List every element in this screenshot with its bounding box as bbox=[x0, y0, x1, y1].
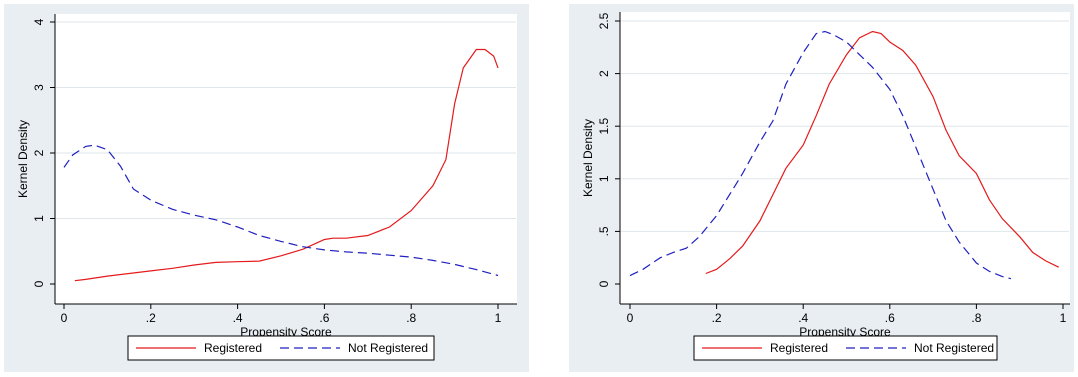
y-tick-label: 4 bbox=[32, 18, 46, 25]
legend-label: Registered bbox=[770, 341, 828, 355]
y-axis-label: Kernel Density bbox=[16, 120, 30, 198]
x-tick-label: 1 bbox=[495, 311, 502, 325]
x-tick-label: .6 bbox=[885, 311, 895, 325]
y-tick-label: .5 bbox=[597, 226, 611, 236]
series-line-registered bbox=[705, 30, 1059, 275]
plot-area bbox=[55, 14, 517, 304]
x-tick-label: .6 bbox=[319, 311, 329, 325]
x-tick-label: .2 bbox=[146, 311, 156, 325]
y-tick-label: 1 bbox=[32, 215, 46, 222]
legend: Registered Not Registered bbox=[693, 335, 998, 361]
x-tick-label: .8 bbox=[406, 311, 416, 325]
series-line-registered bbox=[74, 48, 499, 282]
x-tick-label: 0 bbox=[627, 311, 634, 325]
y-tick-label: 2.5 bbox=[597, 12, 611, 29]
y-tick-label: 0 bbox=[32, 280, 46, 287]
legend-label: Not Registered bbox=[348, 341, 428, 355]
y-tick-label: 1 bbox=[597, 175, 611, 182]
legend-box bbox=[693, 335, 998, 361]
y-tick-label: 1.5 bbox=[597, 118, 611, 135]
x-tick-label: .8 bbox=[971, 311, 981, 325]
legend-label: Registered bbox=[204, 341, 262, 355]
x-tick-label: .2 bbox=[712, 311, 722, 325]
y-tick-label: 2 bbox=[597, 70, 611, 77]
y-tick-label: 0 bbox=[597, 280, 611, 287]
x-tick-label: .4 bbox=[798, 311, 808, 325]
series-line-not-registered bbox=[63, 144, 499, 277]
y-axis-label: Kernel Density bbox=[581, 119, 595, 197]
y-tick-label: 3 bbox=[32, 84, 46, 91]
series-line-not-registered bbox=[629, 30, 1012, 280]
y-tick-label: 2 bbox=[32, 149, 46, 156]
plot-area bbox=[620, 12, 1070, 304]
x-tick-label: .4 bbox=[233, 311, 243, 325]
legend-label: Not Registered bbox=[914, 341, 994, 355]
x-tick-label: 1 bbox=[1060, 311, 1067, 325]
x-tick-label: 0 bbox=[61, 311, 68, 325]
legend: Registered Not Registered bbox=[127, 335, 435, 361]
